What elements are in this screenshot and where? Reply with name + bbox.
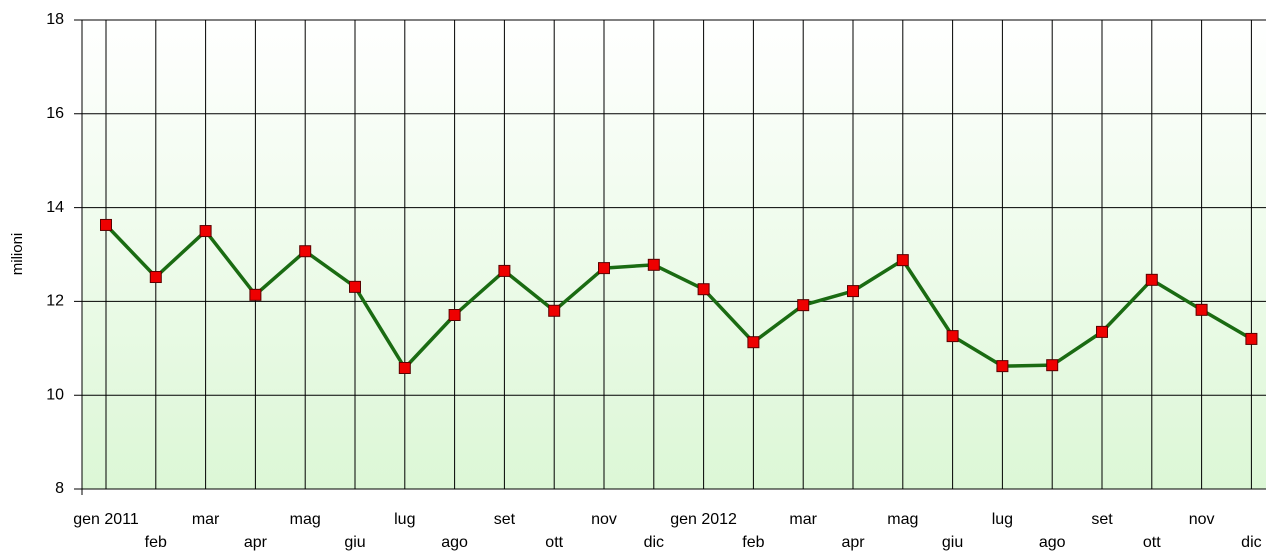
x-tick-label: ago (1039, 534, 1066, 551)
x-tick-label: feb (145, 534, 167, 551)
point-marker (1096, 325, 1108, 338)
plot-area (82, 20, 1266, 489)
line-series (104, 223, 1253, 370)
point-marker (100, 218, 112, 231)
point-marker (149, 271, 162, 284)
x-tick-label: nov (591, 511, 617, 528)
y-tick-label: 16 (46, 105, 64, 122)
point-marker (349, 280, 361, 293)
point-marker (448, 309, 461, 322)
x-tick-label: apr (244, 534, 268, 551)
point-marker (996, 360, 1009, 373)
x-tick-label: lug (394, 511, 415, 528)
x-tick-label: feb (742, 534, 764, 551)
y-tick-label: 12 (46, 293, 64, 310)
x-tick-label: giu (942, 534, 963, 551)
point-marker (199, 225, 212, 238)
point-marker (896, 254, 909, 267)
x-tick-label: dic (644, 534, 664, 551)
x-tick-label: set (494, 511, 516, 528)
point-marker (747, 336, 760, 349)
x-tick-label: mag (290, 511, 321, 528)
point-marker (1195, 303, 1208, 316)
x-tick-label: ago (441, 534, 468, 551)
point-marker (548, 304, 561, 317)
point-marker (1245, 332, 1258, 345)
y-tick-label: 14 (46, 199, 64, 216)
y-axis-label: milioni (9, 233, 26, 276)
x-tick-label: apr (841, 534, 865, 551)
point-marker (697, 283, 710, 296)
y-tick-label: 8 (55, 480, 64, 497)
x-tick-label: mar (192, 511, 220, 528)
x-tick-label: mag (887, 511, 918, 528)
point-marker (299, 245, 312, 258)
point-marker (398, 361, 411, 374)
point-marker (498, 264, 511, 277)
x-tick-label: lug (992, 511, 1013, 528)
y-tick-label: 10 (46, 386, 64, 403)
x-tick-label: gen 2012 (670, 511, 737, 528)
x-tick-label: giu (344, 534, 365, 551)
point-marker (598, 262, 610, 275)
x-tick-label: ott (545, 534, 563, 551)
x-tick-label: dic (1241, 534, 1261, 551)
point-marker (1145, 273, 1158, 286)
point-marker (1046, 359, 1059, 372)
point-marker (797, 299, 810, 312)
point-marker (647, 258, 660, 271)
x-tick-label: ott (1143, 534, 1161, 551)
point-marker (249, 288, 262, 301)
x-tick-label: gen 2011 (73, 511, 139, 528)
point-marker (946, 330, 959, 343)
x-tick-label: nov (1189, 511, 1215, 528)
x-tick-label: set (1091, 511, 1113, 528)
y-tick-label: 18 (46, 11, 64, 28)
x-tick-label: mar (789, 511, 817, 528)
point-marker (847, 285, 859, 298)
